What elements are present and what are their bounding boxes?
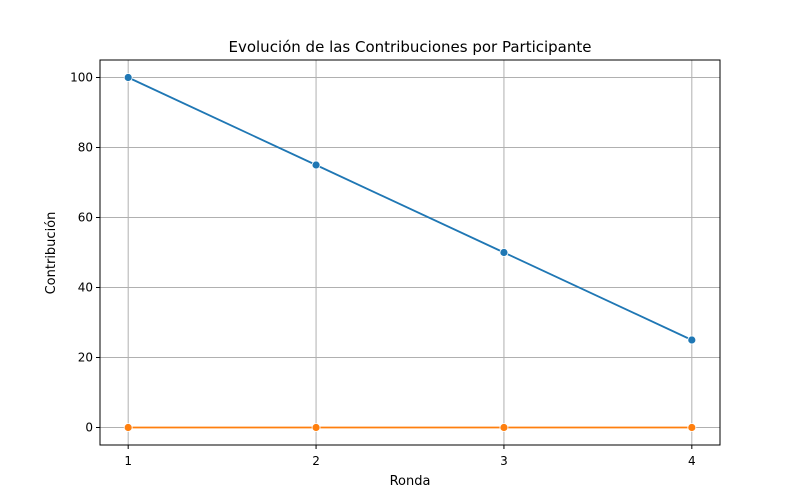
data-point bbox=[311, 160, 321, 170]
x-tick-label: 1 bbox=[124, 454, 132, 468]
series-layer bbox=[123, 73, 697, 432]
data-point bbox=[123, 73, 133, 82]
data-point bbox=[123, 423, 133, 432]
data-point bbox=[311, 423, 321, 432]
data-point bbox=[687, 423, 697, 432]
data-point bbox=[499, 423, 509, 432]
y-tick-label: 80 bbox=[78, 141, 93, 155]
x-tick-label: 4 bbox=[688, 454, 696, 468]
plot-area bbox=[99, 59, 721, 446]
x-axis-label: Ronda bbox=[390, 474, 431, 489]
y-tick-label: 0 bbox=[85, 421, 93, 435]
y-tick-label: 60 bbox=[78, 211, 93, 225]
chart-title: Evolución de las Contribuciones por Part… bbox=[228, 38, 591, 56]
y-axis-label: Contribución bbox=[44, 212, 59, 295]
y-tick-label: 40 bbox=[78, 281, 93, 295]
series-1 bbox=[123, 73, 697, 345]
y-tick-label: 20 bbox=[78, 351, 93, 365]
data-point bbox=[499, 248, 509, 257]
data-point bbox=[687, 335, 697, 345]
y-tick-label: 100 bbox=[70, 71, 93, 85]
x-tick-label: 2 bbox=[312, 454, 320, 468]
series-line bbox=[127, 76, 693, 341]
x-tick-label: 3 bbox=[500, 454, 508, 468]
grid bbox=[100, 60, 720, 445]
series-2 bbox=[123, 423, 697, 432]
